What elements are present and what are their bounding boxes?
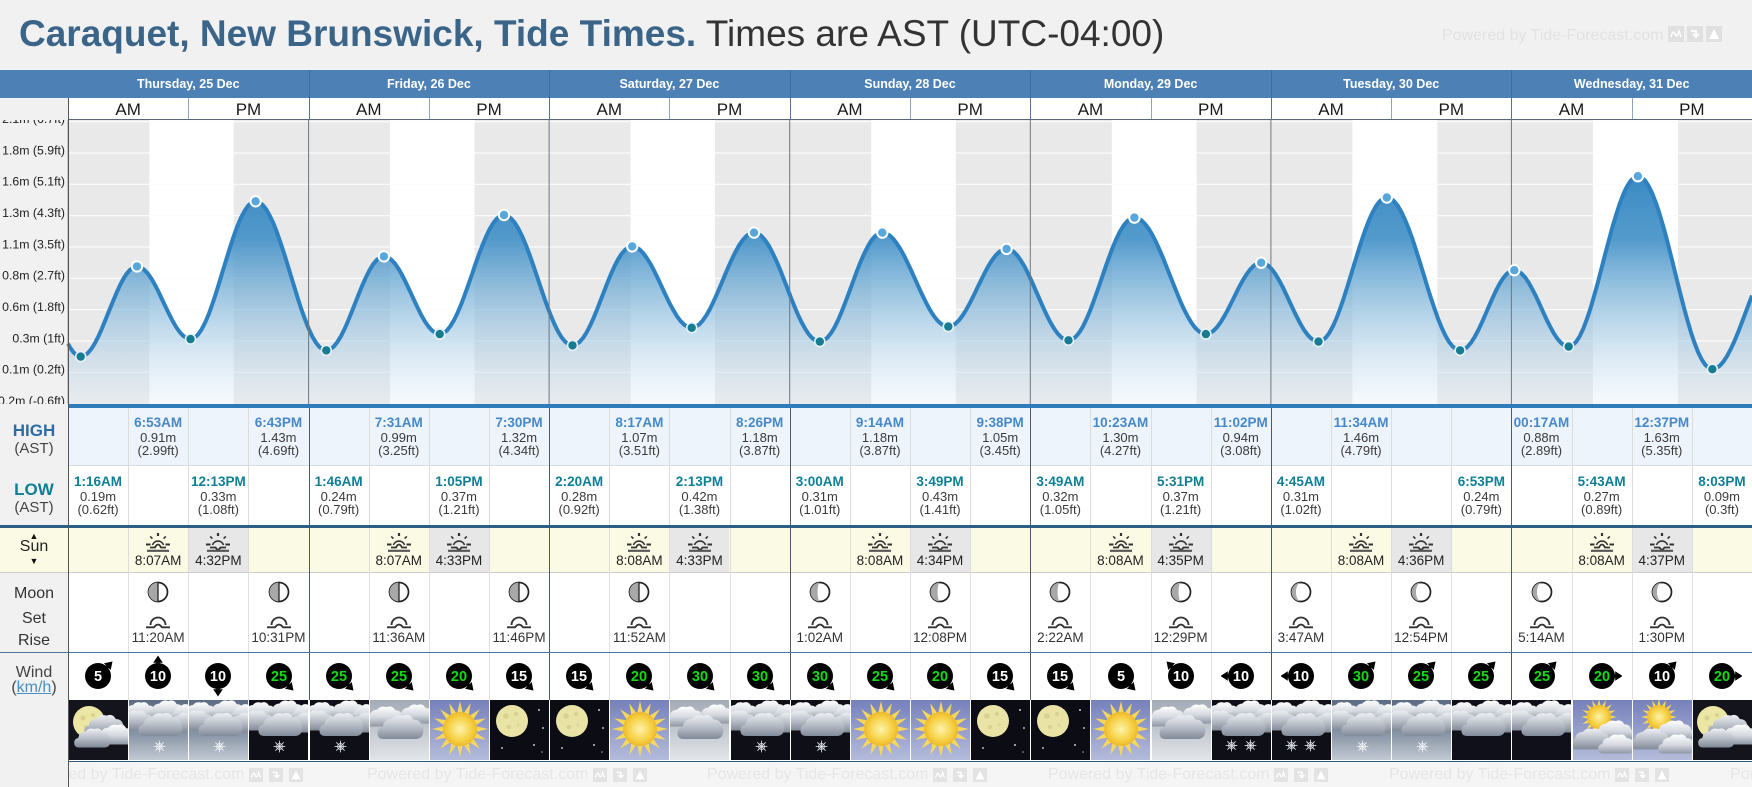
svg-text:1.6m (5.1ft): 1.6m (5.1ft) (2, 175, 65, 189)
svg-text:1.3m (4.3ft): 1.3m (4.3ft) (2, 206, 65, 220)
svg-text:10: 10 (1173, 669, 1189, 685)
svg-text:15: 15 (571, 669, 587, 685)
svg-text:10: 10 (150, 669, 166, 685)
svg-text:30: 30 (1353, 669, 1369, 685)
svg-text:30: 30 (752, 669, 768, 685)
svg-text:25: 25 (391, 669, 407, 685)
svg-text:25: 25 (331, 669, 347, 685)
svg-text:0.6m (1.8ft): 0.6m (1.8ft) (2, 300, 65, 314)
svg-text:25: 25 (1533, 669, 1549, 685)
svg-text:15: 15 (1052, 669, 1068, 685)
svg-text:10: 10 (1293, 669, 1309, 685)
svg-text:25: 25 (872, 669, 888, 685)
svg-text:20: 20 (932, 669, 948, 685)
svg-text:5: 5 (94, 669, 102, 685)
svg-text:0.8m (2.7ft): 0.8m (2.7ft) (2, 269, 65, 283)
svg-text:30: 30 (691, 669, 707, 685)
svg-text:25: 25 (1473, 669, 1489, 685)
svg-text:1.1m (3.5ft): 1.1m (3.5ft) (2, 237, 65, 251)
svg-text:20: 20 (451, 669, 467, 685)
svg-text:20: 20 (1594, 669, 1610, 685)
svg-text:25: 25 (1413, 669, 1429, 685)
svg-text:10: 10 (1233, 669, 1249, 685)
svg-text:0.1m (0.2ft): 0.1m (0.2ft) (2, 363, 65, 377)
svg-text:2.1m (6.7ft): 2.1m (6.7ft) (2, 120, 65, 126)
svg-text:-0.2m (-0.6ft): -0.2m (-0.6ft) (0, 394, 65, 407)
svg-text:5: 5 (1116, 669, 1124, 685)
svg-text:30: 30 (812, 669, 828, 685)
svg-text:10: 10 (210, 669, 226, 685)
svg-text:20: 20 (1714, 669, 1730, 685)
svg-text:25: 25 (270, 669, 286, 685)
svg-text:10: 10 (1654, 669, 1670, 685)
svg-text:0.3m (1ft): 0.3m (1ft) (12, 331, 65, 345)
svg-text:15: 15 (992, 669, 1008, 685)
svg-text:15: 15 (511, 669, 527, 685)
svg-text:20: 20 (631, 669, 647, 685)
svg-text:1.8m (5.9ft): 1.8m (5.9ft) (2, 143, 65, 157)
